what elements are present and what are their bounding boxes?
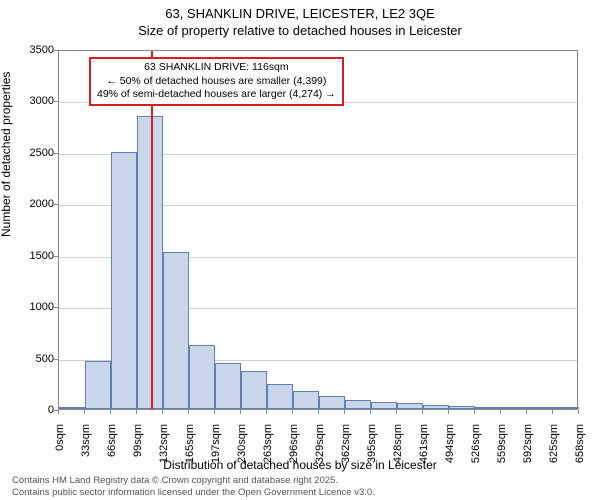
x-tick — [110, 410, 111, 414]
x-tick-label: 494sqm — [444, 424, 456, 484]
x-tick-label: 461sqm — [418, 424, 430, 484]
x-tick-label: 99sqm — [132, 424, 144, 484]
y-tick — [54, 359, 58, 360]
x-tick — [448, 410, 449, 414]
x-tick-label: 329sqm — [314, 424, 326, 484]
histogram-bar — [345, 400, 371, 409]
annotation-line2: ← 50% of detached houses are smaller (4,… — [97, 75, 336, 89]
histogram-bar — [423, 405, 449, 409]
x-tick-label: 559sqm — [496, 424, 508, 484]
x-tick-label: 66sqm — [106, 424, 118, 484]
histogram-bar — [501, 407, 527, 409]
x-tick-label: 625sqm — [548, 424, 560, 484]
x-tick — [292, 410, 293, 414]
histogram-bar — [319, 396, 345, 409]
x-tick-label: 658sqm — [574, 424, 586, 484]
x-tick — [188, 410, 189, 414]
x-tick-label: 165sqm — [184, 424, 196, 484]
x-tick-label: 0sqm — [54, 424, 66, 484]
x-tick-label: 395sqm — [366, 424, 378, 484]
histogram-bar — [475, 407, 501, 409]
x-tick-label: 526sqm — [470, 424, 482, 484]
histogram-bar — [111, 152, 137, 409]
y-tick-label: 1500 — [14, 250, 54, 262]
x-tick — [526, 410, 527, 414]
y-tick — [54, 204, 58, 205]
x-tick-label: 197sqm — [210, 424, 222, 484]
x-tick-label: 428sqm — [392, 424, 404, 484]
x-tick-label: 230sqm — [236, 424, 248, 484]
histogram-bar — [293, 391, 319, 410]
y-tick-label: 3000 — [14, 95, 54, 107]
histogram-bar — [215, 363, 241, 409]
annotation-box: 63 SHANKLIN DRIVE: 116sqm ← 50% of detac… — [89, 57, 344, 106]
plot-area: 63 SHANKLIN DRIVE: 116sqm ← 50% of detac… — [58, 50, 578, 410]
y-tick — [54, 256, 58, 257]
histogram-bar — [449, 406, 475, 409]
x-tick — [214, 410, 215, 414]
chart-subtitle: Size of property relative to detached ho… — [0, 21, 600, 38]
y-tick-label: 0 — [14, 404, 54, 416]
x-tick-label: 592sqm — [522, 424, 534, 484]
x-tick-label: 362sqm — [340, 424, 352, 484]
y-tick-label: 3500 — [14, 44, 54, 56]
x-tick — [266, 410, 267, 414]
x-tick — [58, 410, 59, 414]
x-tick — [162, 410, 163, 414]
footer-line2: Contains public sector information licen… — [12, 487, 375, 498]
x-tick — [84, 410, 85, 414]
x-tick — [474, 410, 475, 414]
x-tick-label: 296sqm — [288, 424, 300, 484]
histogram-bar — [397, 403, 423, 409]
histogram-bar — [267, 384, 293, 409]
y-tick — [54, 307, 58, 308]
y-tick — [54, 50, 58, 51]
x-tick — [318, 410, 319, 414]
y-axis-label: Number of detached properties — [0, 72, 13, 237]
x-tick — [578, 410, 579, 414]
x-tick-label: 132sqm — [158, 424, 170, 484]
x-tick-label: 33sqm — [80, 424, 92, 484]
y-tick-label: 2000 — [14, 198, 54, 210]
y-tick-label: 500 — [14, 353, 54, 365]
y-tick — [54, 153, 58, 154]
chart-title: 63, SHANKLIN DRIVE, LEICESTER, LE2 3QE — [0, 0, 600, 21]
histogram-bar — [553, 407, 579, 409]
x-tick — [552, 410, 553, 414]
y-tick — [54, 101, 58, 102]
annotation-line3: 49% of semi-detached houses are larger (… — [97, 88, 336, 102]
histogram-bar — [371, 402, 397, 409]
histogram-bar — [189, 345, 215, 409]
x-tick — [136, 410, 137, 414]
histogram-bar — [85, 361, 111, 409]
x-tick — [396, 410, 397, 414]
histogram-bar — [59, 407, 85, 409]
x-tick — [500, 410, 501, 414]
y-tick-label: 1000 — [14, 301, 54, 313]
x-tick — [370, 410, 371, 414]
x-tick-label: 263sqm — [262, 424, 274, 484]
histogram-bar — [527, 407, 553, 409]
histogram-bar — [241, 371, 267, 409]
x-tick — [422, 410, 423, 414]
x-tick — [344, 410, 345, 414]
y-tick-label: 2500 — [14, 147, 54, 159]
histogram-bar — [163, 252, 189, 409]
annotation-line1: 63 SHANKLIN DRIVE: 116sqm — [97, 61, 336, 75]
x-tick — [240, 410, 241, 414]
